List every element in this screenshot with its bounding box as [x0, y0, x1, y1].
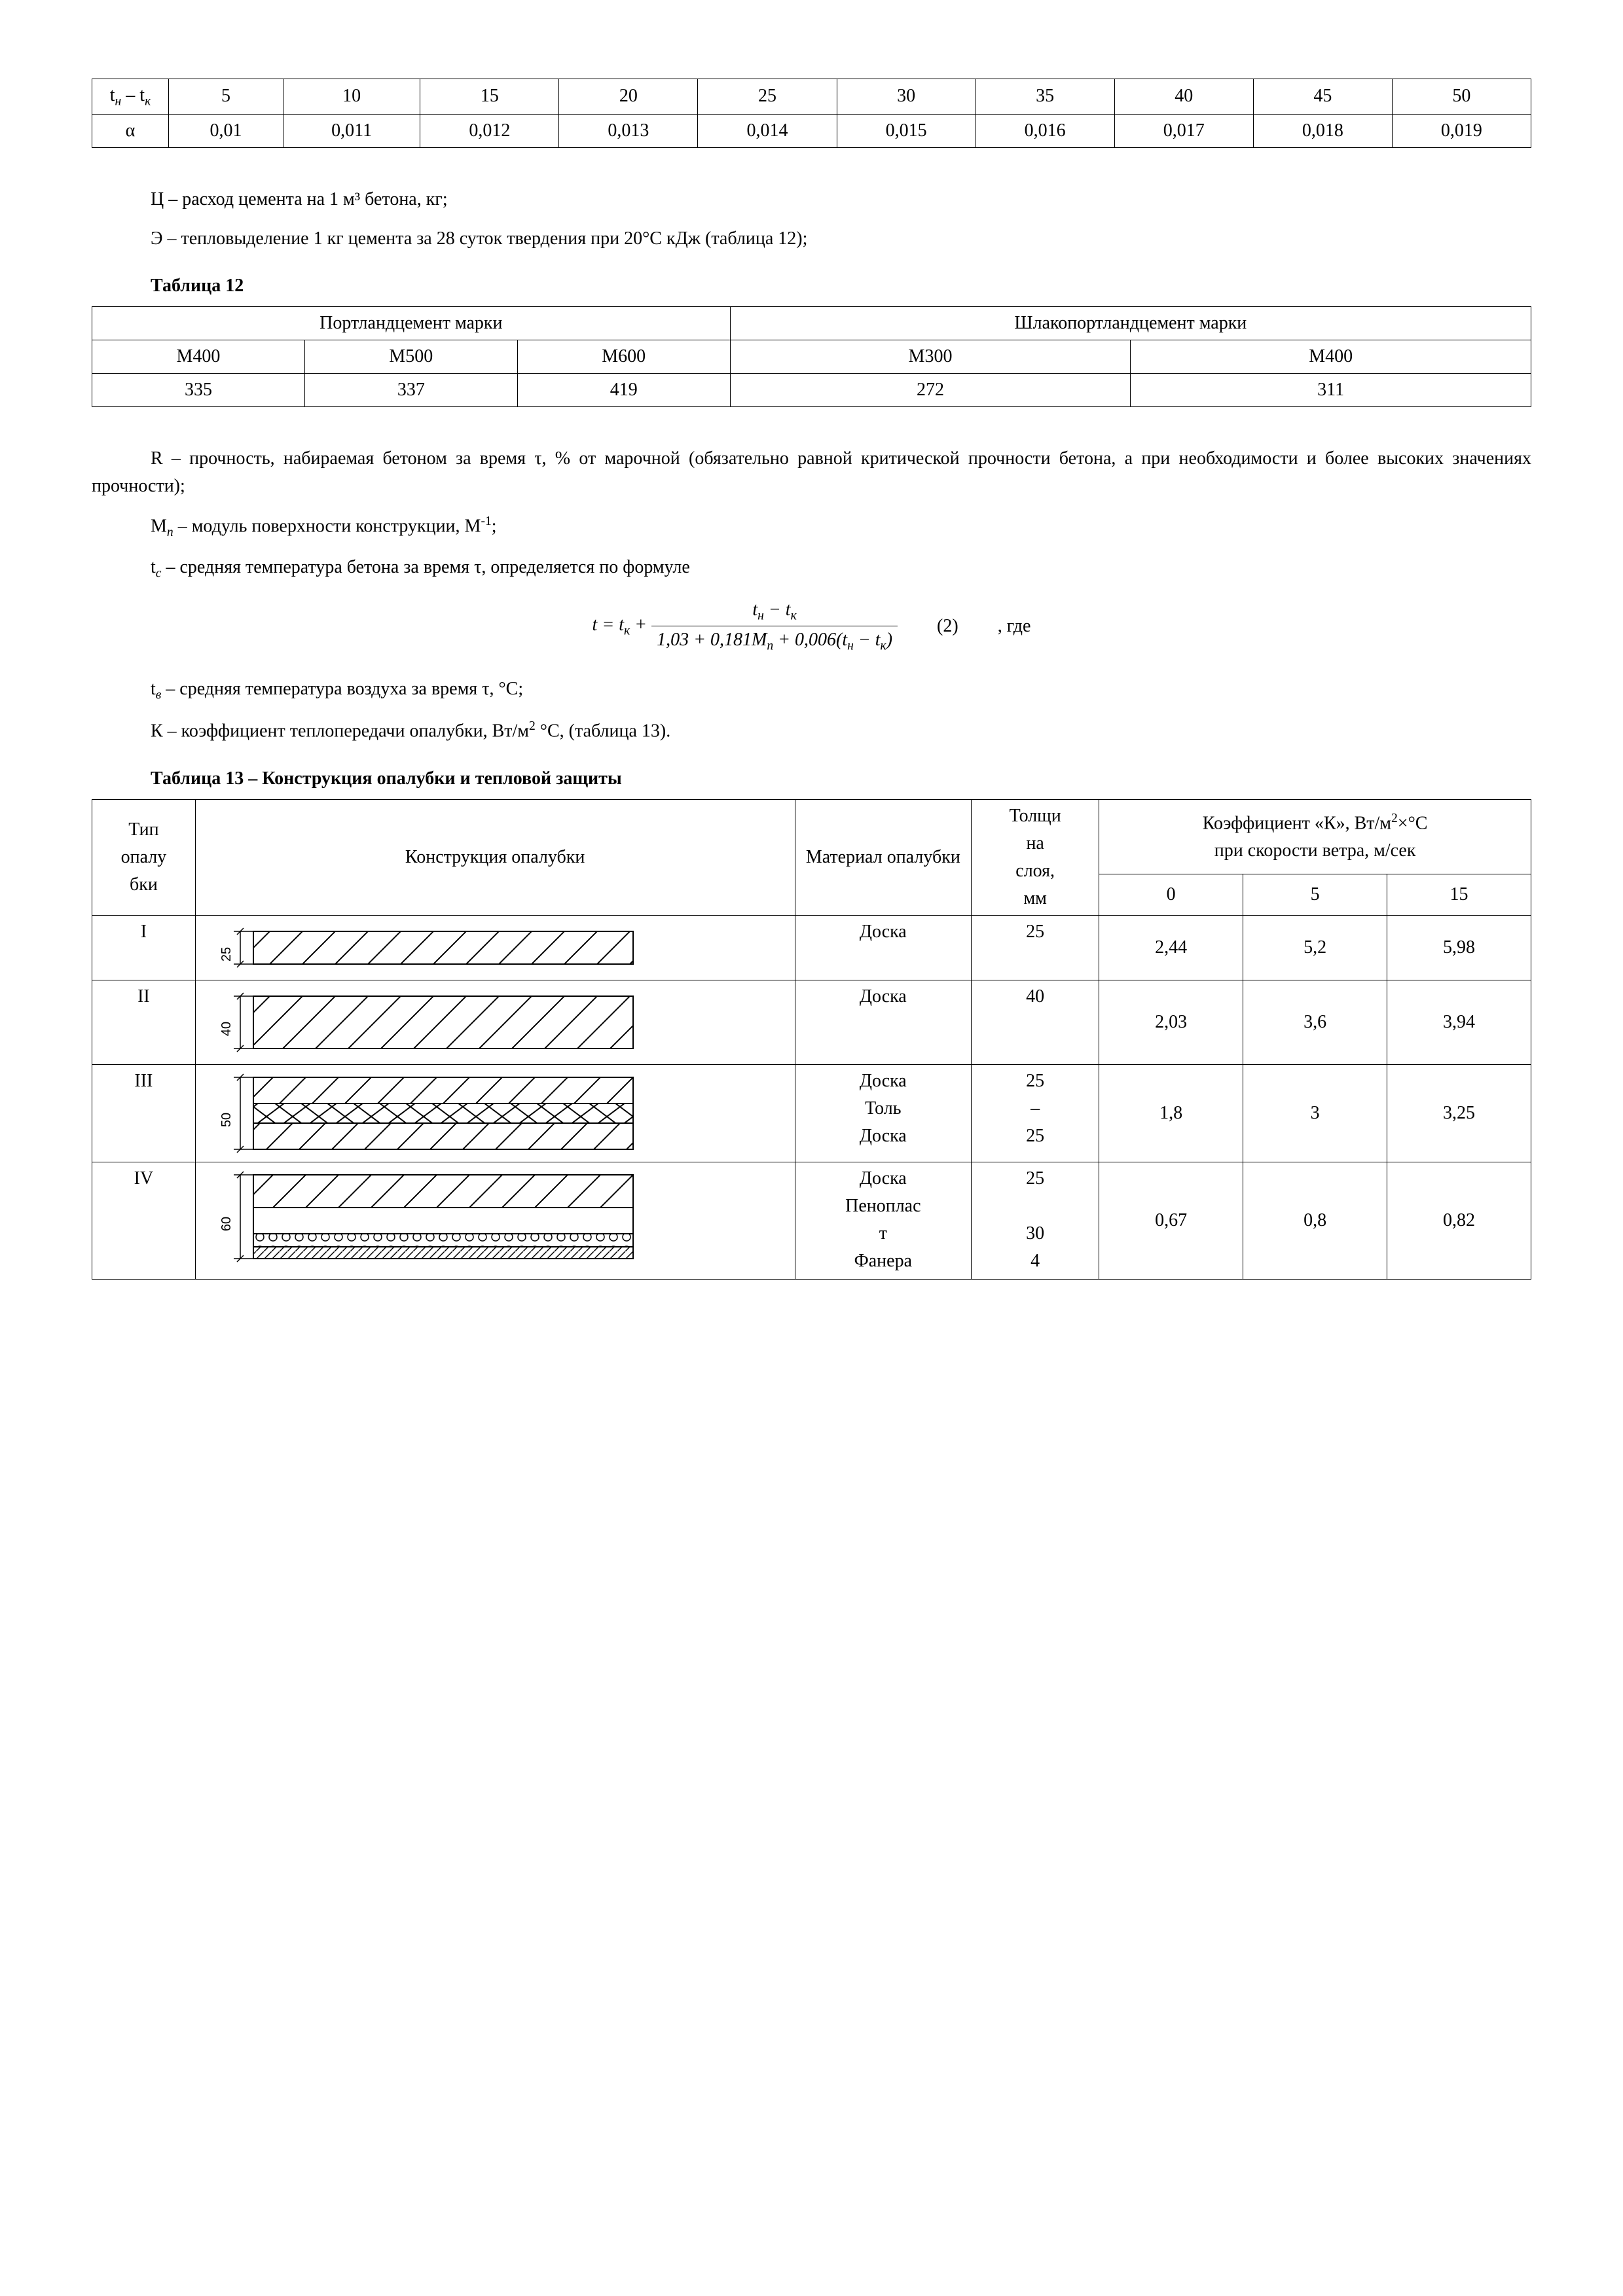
cell: ДоскаПенопластФанера: [795, 1162, 972, 1279]
cell: 0,01: [169, 114, 283, 147]
svg-text:60: 60: [219, 1216, 234, 1230]
cell: 0,015: [837, 114, 976, 147]
cell: 25 30 4: [972, 1162, 1099, 1279]
cell: 15: [420, 79, 559, 115]
t12-h1: Портландцемент марки: [92, 306, 731, 340]
cell: 419: [517, 373, 730, 406]
cell: 20: [559, 79, 698, 115]
cell: 5,2: [1243, 915, 1387, 980]
cell: М300: [730, 340, 1131, 373]
para-ts: Ц – расход цемента на 1 м³ бетона, кг;: [92, 186, 1531, 213]
cell: 35: [976, 79, 1114, 115]
cell: 15: [1387, 874, 1531, 915]
cell: 2,44: [1099, 915, 1243, 980]
t13-h-tip: Типопалубки: [92, 799, 196, 915]
cell: 50: [1392, 79, 1531, 115]
para-tv: tв – средняя температура воздуха за врем…: [92, 675, 1531, 705]
cell: 0,011: [283, 114, 420, 147]
para-r: R – прочность, набираемая бетоном за вре…: [92, 445, 1531, 500]
para-k: К – коэффициент теплопередачи опалубки, …: [92, 717, 1531, 745]
t13-h-konstr: Конструкция опалубки: [195, 799, 795, 915]
t13-h-mat: Материал опалубки: [795, 799, 972, 915]
cell: Доска: [795, 980, 972, 1064]
hatch-diagram-2: 40: [195, 980, 795, 1064]
table-13: Типопалубки Конструкция опалубки Материа…: [92, 799, 1531, 1280]
cell: М400: [1131, 340, 1531, 373]
hatch-diagram-1: 25: [195, 915, 795, 980]
t13-h-tol: Толщинаслоя,мм: [972, 799, 1099, 915]
cell: 30: [837, 79, 976, 115]
cell: Доска: [795, 915, 972, 980]
t11-r1-label: tн – tк: [110, 85, 151, 105]
cell: 0,017: [1114, 114, 1253, 147]
cell: 0,019: [1392, 114, 1531, 147]
cell: 0,016: [976, 114, 1114, 147]
eq-num: (2): [937, 613, 958, 640]
cell: 40: [972, 980, 1099, 1064]
cell: 1,8: [1099, 1064, 1243, 1162]
svg-text:25: 25: [219, 946, 234, 961]
cell: 25: [698, 79, 837, 115]
cell: 0,8: [1243, 1162, 1387, 1279]
cell: 45: [1253, 79, 1392, 115]
para-e: Э – тепловыделение 1 кг цемента за 28 су…: [92, 225, 1531, 253]
hatch-diagram-3: 50: [195, 1064, 795, 1162]
cell: М400: [92, 340, 305, 373]
cell: II: [92, 980, 196, 1064]
cell: 5: [1243, 874, 1387, 915]
cell: 0,014: [698, 114, 837, 147]
cell: 2,03: [1099, 980, 1243, 1064]
t13-h-k: Коэффициент «К», Вт/м2×°Спри скорости ве…: [1099, 799, 1531, 874]
caption-t13: Таблица 13 – Конструкция опалубки и тепл…: [151, 765, 1531, 793]
cell: М600: [517, 340, 730, 373]
cell: 337: [304, 373, 517, 406]
para-mp: Мп – модуль поверхности конструкции, М-1…: [92, 512, 1531, 542]
cell: 311: [1131, 373, 1531, 406]
cell: 3: [1243, 1064, 1387, 1162]
cell: Доска Толь Доска: [795, 1064, 972, 1162]
cell: 25: [972, 915, 1099, 980]
hatch-diagram-4: 60: [195, 1162, 795, 1279]
cell: 25 – 25: [972, 1064, 1099, 1162]
cell: 0,018: [1253, 114, 1392, 147]
t12-h2: Шлакопортландцемент марки: [730, 306, 1531, 340]
svg-text:50: 50: [219, 1112, 234, 1126]
caption-t12: Таблица 12: [151, 272, 1531, 300]
cell: IV: [92, 1162, 196, 1279]
cell: М500: [304, 340, 517, 373]
cell: 3,25: [1387, 1064, 1531, 1162]
cell: 3,6: [1243, 980, 1387, 1064]
cell: 272: [730, 373, 1131, 406]
cell: 40: [1114, 79, 1253, 115]
cell: 5: [169, 79, 283, 115]
t11-r2-label: α: [92, 114, 169, 147]
svg-text:40: 40: [219, 1021, 234, 1035]
cell: 0,67: [1099, 1162, 1243, 1279]
para-tc: tc – средняя температура бетона за время…: [92, 554, 1531, 583]
cell: 0,82: [1387, 1162, 1531, 1279]
table-12: Портландцемент марки Шлакопортландцемент…: [92, 306, 1531, 407]
cell: 0: [1099, 874, 1243, 915]
cell: III: [92, 1064, 196, 1162]
cell: 335: [92, 373, 305, 406]
eq-suffix: , где: [998, 613, 1031, 640]
cell: 10: [283, 79, 420, 115]
cell: I: [92, 915, 196, 980]
cell: 0,012: [420, 114, 559, 147]
cell: 3,94: [1387, 980, 1531, 1064]
formula-2: t = tк + tн − tк 1,03 + 0,181Mп + 0,006(…: [92, 596, 1531, 656]
cell: 5,98: [1387, 915, 1531, 980]
table-alpha: tн – tк 5 10 15 20 25 30 35 40 45 50 α 0…: [92, 79, 1531, 148]
cell: 0,013: [559, 114, 698, 147]
